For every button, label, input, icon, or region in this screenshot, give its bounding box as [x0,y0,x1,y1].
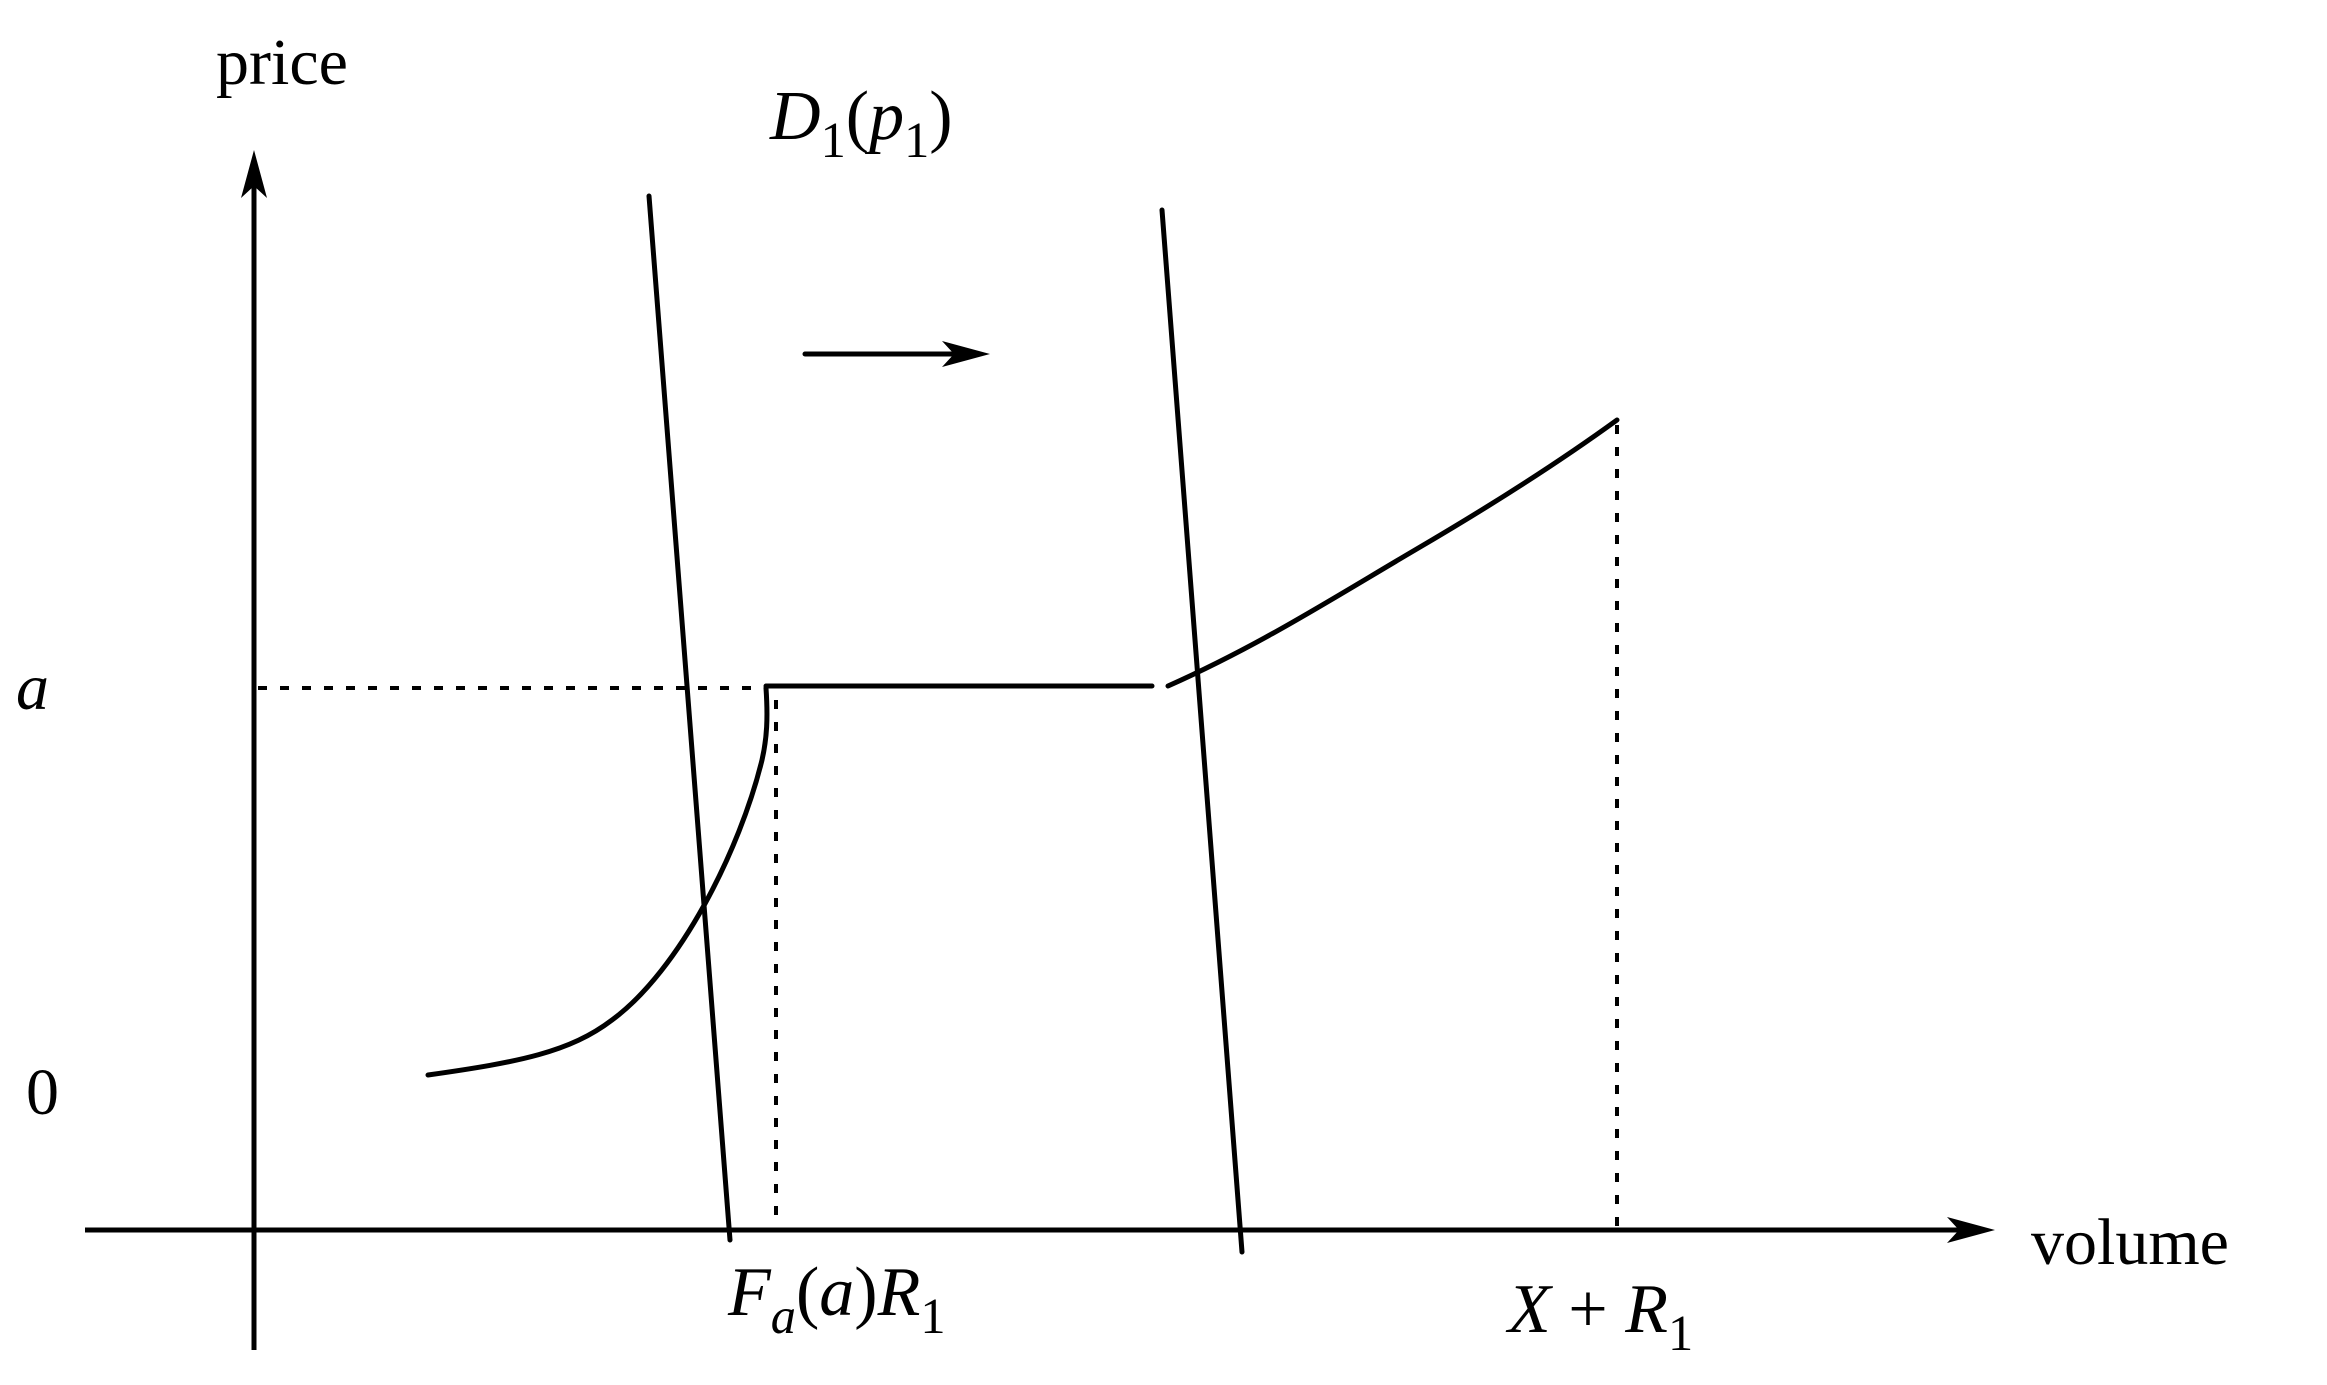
fa-label-tail: R [877,1254,921,1331]
x-tick-x-plus-r1: X + R1 [1508,1275,1693,1358]
y-tick-zero: 0 [26,1056,59,1129]
demand-label-subscript: 1 [820,111,846,168]
x-axis-arrowhead [1947,1217,1995,1243]
y-axis-arrowhead [241,150,267,198]
fa-label-base: F [728,1254,771,1331]
demand-curve-initial [646,193,733,1243]
fa-label-tail-subscript: 1 [920,1287,946,1344]
demand-shift-arrowhead [942,341,990,367]
fa-label-arg: a [819,1254,855,1331]
supply-curve-upper-segment [1165,417,1620,689]
fa-label-subscript: a [770,1287,796,1344]
x-axis-label: volume [2031,1206,2229,1279]
y-axis-label: price [216,26,348,99]
x-plus-r1-operator: + [1550,1271,1626,1348]
fa-label-close-paren: ) [854,1254,878,1331]
demand-label-arg-subscript: 1 [904,111,930,168]
x-tick-fa-r1: Fa(a)R1 [728,1258,946,1341]
demand-label-close-paren: ) [929,78,953,155]
y-tick-a: a [16,651,49,724]
demand-label-base: D [770,78,821,155]
fa-label-open-paren: ( [795,1254,820,1331]
x-plus-r1-tail: R [1625,1271,1669,1348]
demand-curve-label: D1(p1) [770,82,953,165]
demand-curve-shifted [1159,207,1245,1255]
supply-curve-rising-segment [425,685,770,1078]
demand-label-open-paren: ( [845,78,870,155]
x-plus-r1-base: X [1508,1271,1551,1348]
x-plus-r1-tail-subscript: 1 [1668,1304,1694,1361]
demand-label-arg: p [869,78,905,155]
